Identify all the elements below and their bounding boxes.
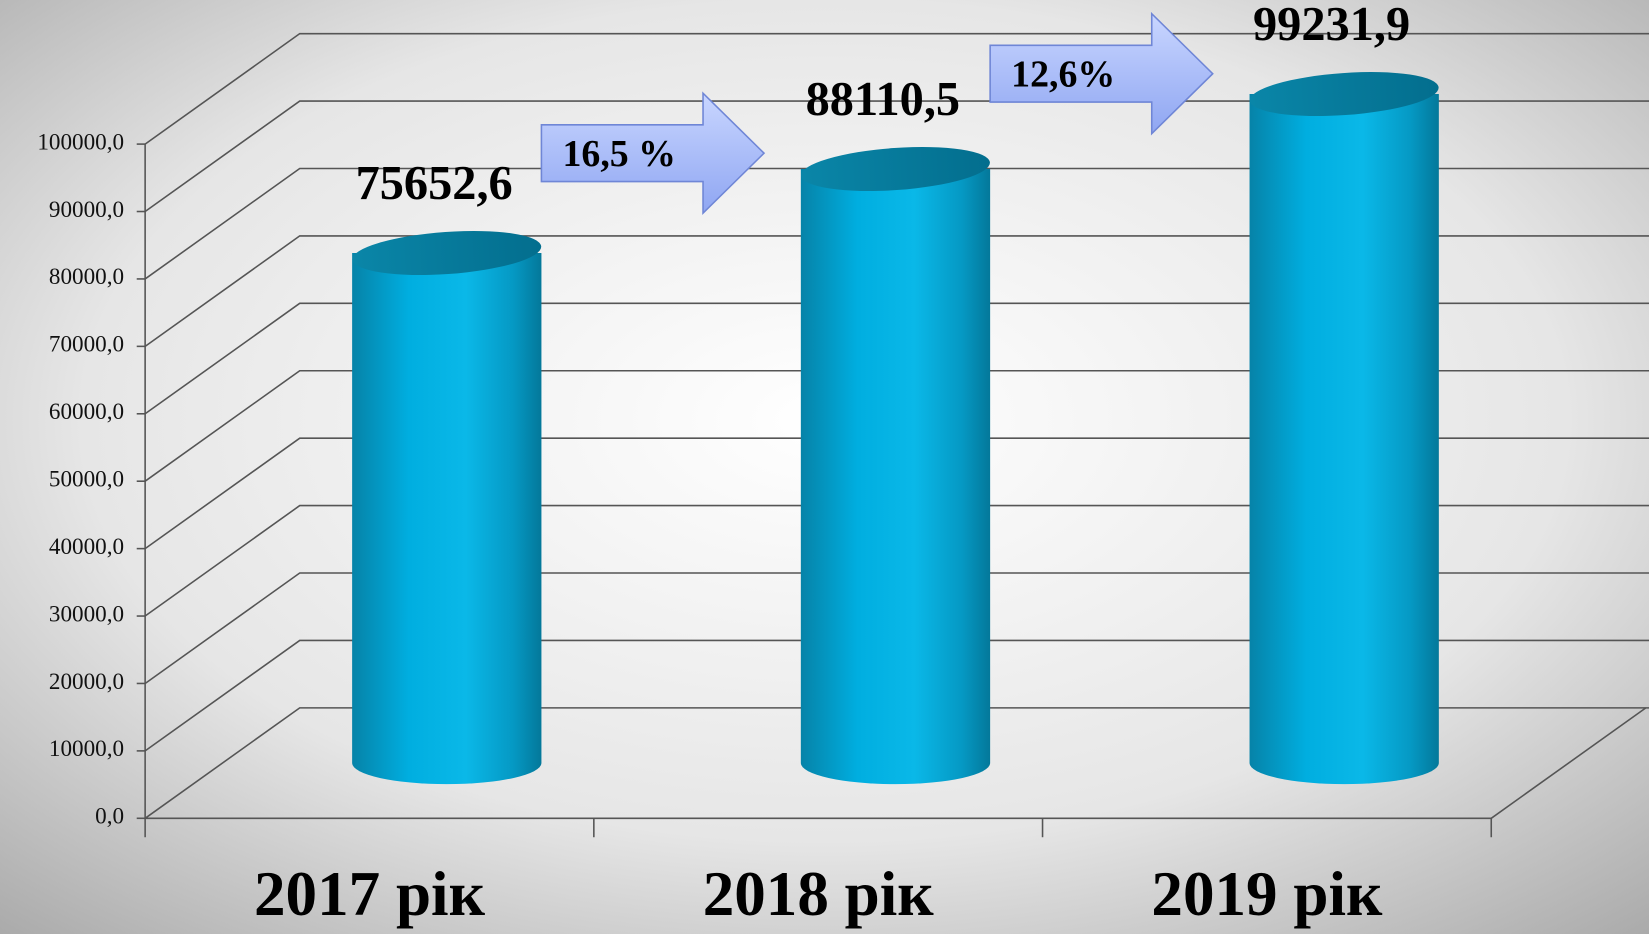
x-tick-label: 2017 рік: [254, 859, 486, 929]
grid-line: [144, 572, 1649, 685]
x-tick-label: 2019 рік: [1151, 859, 1383, 929]
grid-line: [144, 707, 1649, 819]
arrow: [989, 11, 1214, 136]
bar: [352, 253, 542, 785]
plot: 0,0 10000,0 20000,0 30000,0 40000,0 50000,0 60…: [37, 0, 1649, 929]
y-tick-label: 70000,0: [49, 332, 124, 358]
y-tick-label: 60000,0: [49, 399, 124, 425]
grid-line: [144, 235, 1649, 348]
data-label: 88110,5: [806, 73, 960, 126]
annotation: 12,6%: [1011, 54, 1115, 96]
y-tick-label: 0,0: [95, 804, 124, 830]
x-tick-label: 2018 рік: [703, 859, 935, 929]
grid-line: [144, 639, 1649, 752]
y-tick-label: 50000,0: [49, 467, 124, 493]
data-label: 99231,9: [1253, 0, 1410, 51]
y-tick-label: 20000,0: [49, 669, 124, 695]
y-tick-label: 30000,0: [49, 601, 124, 627]
data-label: 75652,6: [356, 157, 513, 210]
y-tick-label: 40000,0: [49, 534, 124, 560]
grid-line: [144, 100, 1649, 213]
y-tick-label: 100000,0: [37, 129, 124, 155]
grid-line: [144, 32, 1649, 145]
bar-top: [801, 147, 990, 192]
y-tick-label: 10000,0: [49, 736, 124, 762]
bar: [800, 169, 991, 785]
grid-line: [144, 302, 1649, 415]
grid-line: [144, 369, 1649, 482]
annotation: 16,5 %: [562, 133, 676, 175]
grid-line: [144, 504, 1649, 617]
bar-top: [352, 231, 542, 276]
bar: [1249, 94, 1439, 785]
y-tick-label: 90000,0: [49, 197, 124, 223]
bar-top: [1249, 72, 1439, 117]
y-tick-label: 80000,0: [49, 264, 124, 290]
grid-line: [144, 437, 1649, 550]
grid-line: [144, 167, 1649, 280]
arrow: [540, 91, 766, 216]
